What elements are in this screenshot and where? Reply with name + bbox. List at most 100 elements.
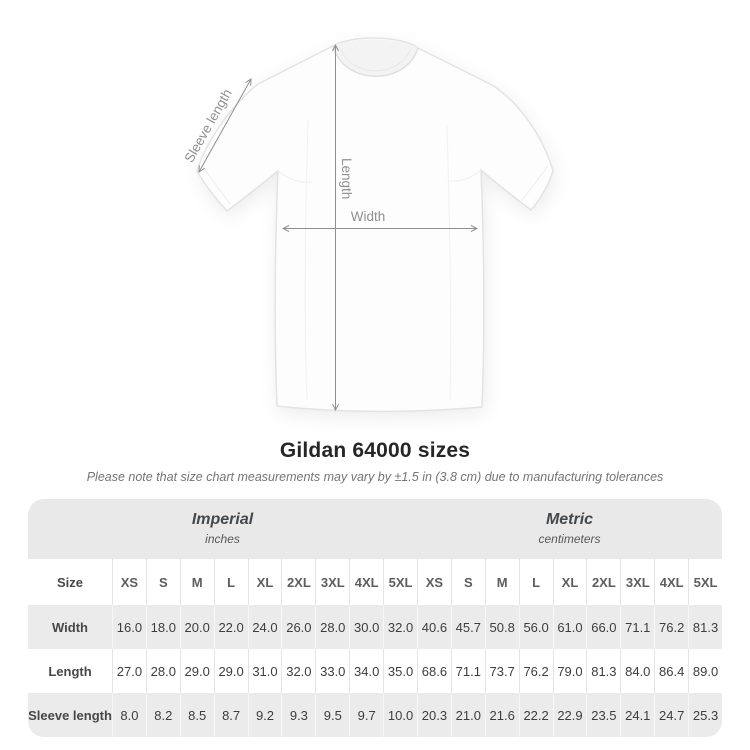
cell: 22.9 bbox=[552, 693, 587, 737]
tolerance-note: Please note that size chart measurements… bbox=[86, 470, 664, 484]
size-col-header: M bbox=[484, 559, 519, 605]
size-col-header: L bbox=[518, 559, 553, 605]
size-header-row: Size XS S M L XL 2XL 3XL 4XL 5XL XS S M … bbox=[28, 559, 722, 605]
cell: 32.0 bbox=[383, 605, 417, 649]
cell: 29.0 bbox=[179, 649, 214, 693]
cell: 9.3 bbox=[281, 693, 315, 737]
cell: 20.3 bbox=[417, 693, 451, 737]
size-col-header: 3XL bbox=[315, 559, 349, 605]
cell: 24.7 bbox=[654, 693, 688, 737]
size-corner-header: Size bbox=[56, 574, 83, 590]
size-col-header: XL bbox=[552, 559, 587, 605]
size-col-header: XL bbox=[247, 559, 282, 605]
width-measure-label: Width bbox=[351, 209, 386, 224]
size-col-header: 2XL bbox=[281, 559, 315, 605]
cell: 23.5 bbox=[586, 693, 620, 737]
cell: 61.0 bbox=[552, 605, 587, 649]
cell: 50.8 bbox=[484, 605, 519, 649]
cell: 21.6 bbox=[484, 693, 519, 737]
cell: 71.1 bbox=[620, 605, 654, 649]
cell: 68.6 bbox=[417, 649, 451, 693]
cell: 81.3 bbox=[586, 649, 620, 693]
cell: 8.2 bbox=[145, 693, 180, 737]
size-col-header: XS bbox=[112, 559, 146, 605]
cell: 25.3 bbox=[688, 693, 722, 737]
cell: 40.6 bbox=[417, 605, 451, 649]
heading-block: Gildan 64000 sizes Please note that size… bbox=[0, 439, 750, 484]
size-col-header: 5XL bbox=[688, 559, 722, 605]
sleeve-measure-arrow bbox=[199, 79, 251, 172]
table-row-width: Width 16.0 18.0 20.0 22.0 24.0 26.0 28.0… bbox=[28, 605, 722, 649]
cell: 24.1 bbox=[620, 693, 654, 737]
cell: 22.0 bbox=[213, 605, 248, 649]
cell: 76.2 bbox=[654, 605, 688, 649]
size-col-header: 5XL bbox=[383, 559, 417, 605]
imperial-label: Imperial bbox=[191, 511, 254, 528]
page-title: Gildan 64000 sizes bbox=[279, 439, 471, 462]
cell: 27.0 bbox=[112, 649, 146, 693]
size-col-header: L bbox=[213, 559, 248, 605]
size-col-header: 4XL bbox=[349, 559, 383, 605]
cell: 8.5 bbox=[179, 693, 214, 737]
row-label: Length bbox=[48, 663, 92, 679]
cell: 28.0 bbox=[145, 649, 180, 693]
size-col-header: XS bbox=[417, 559, 451, 605]
right-sleeve-hem bbox=[519, 165, 549, 204]
unit-group-header-row: Imperial inches Metric centimeters bbox=[28, 499, 722, 559]
cell: 84.0 bbox=[620, 649, 654, 693]
cell: 76.2 bbox=[518, 649, 553, 693]
cell: 32.0 bbox=[281, 649, 315, 693]
cell: 31.0 bbox=[247, 649, 282, 693]
cell: 86.4 bbox=[654, 649, 688, 693]
cell: 9.5 bbox=[315, 693, 349, 737]
cell: 89.0 bbox=[688, 649, 722, 693]
shirt-measurement-diagram: Width Length Sleeve length bbox=[181, 37, 554, 413]
size-chart-table: Imperial inches Metric centimeters Size … bbox=[28, 499, 722, 737]
table-row-sleeve-length: Sleeve length 8.0 8.2 8.5 8.7 9.2 9.3 9.… bbox=[28, 693, 722, 737]
cell: 26.0 bbox=[281, 605, 315, 649]
fold-line bbox=[277, 170, 313, 183]
cell: 9.7 bbox=[349, 693, 383, 737]
imperial-unit: inches bbox=[205, 532, 240, 546]
imperial-group-header: Imperial inches bbox=[28, 511, 417, 546]
cell: 56.0 bbox=[518, 605, 553, 649]
cell: 10.0 bbox=[383, 693, 417, 737]
row-label: Width bbox=[52, 619, 88, 635]
size-col-header: S bbox=[450, 559, 485, 605]
cell: 22.2 bbox=[518, 693, 553, 737]
cell: 71.1 bbox=[450, 649, 485, 693]
tshirt-illustration: Width Length Sleeve length bbox=[181, 37, 554, 413]
fold-line bbox=[304, 119, 309, 401]
cell: 18.0 bbox=[145, 605, 180, 649]
size-col-header: 2XL bbox=[586, 559, 620, 605]
cell: 33.0 bbox=[315, 649, 349, 693]
size-col-header: S bbox=[145, 559, 180, 605]
collar-neck-hole bbox=[333, 39, 418, 77]
cell: 79.0 bbox=[552, 649, 587, 693]
cell: 28.0 bbox=[315, 605, 349, 649]
size-col-header: 4XL bbox=[654, 559, 688, 605]
cell: 21.0 bbox=[450, 693, 485, 737]
cell: 20.0 bbox=[179, 605, 214, 649]
cell: 73.7 bbox=[484, 649, 519, 693]
cell: 81.3 bbox=[688, 605, 722, 649]
cell: 34.0 bbox=[349, 649, 383, 693]
cell: 45.7 bbox=[450, 605, 485, 649]
cell: 30.0 bbox=[349, 605, 383, 649]
size-col-header: M bbox=[179, 559, 214, 605]
tshirt-shape bbox=[196, 37, 554, 413]
cell: 9.2 bbox=[247, 693, 282, 737]
metric-group-header: Metric centimeters bbox=[417, 511, 722, 546]
cell: 29.0 bbox=[213, 649, 248, 693]
cell: 8.7 bbox=[213, 693, 248, 737]
metric-label: Metric bbox=[545, 511, 594, 528]
size-col-header: 3XL bbox=[620, 559, 654, 605]
length-measure-label: Length bbox=[339, 158, 354, 199]
fold-line bbox=[446, 124, 452, 401]
collar-inner-rim bbox=[340, 48, 411, 72]
cell: 16.0 bbox=[112, 605, 146, 649]
cell: 24.0 bbox=[247, 605, 282, 649]
table-row-length: Length 27.0 28.0 29.0 29.0 31.0 32.0 33.… bbox=[28, 649, 722, 693]
cell: 8.0 bbox=[112, 693, 146, 737]
cell: 35.0 bbox=[383, 649, 417, 693]
